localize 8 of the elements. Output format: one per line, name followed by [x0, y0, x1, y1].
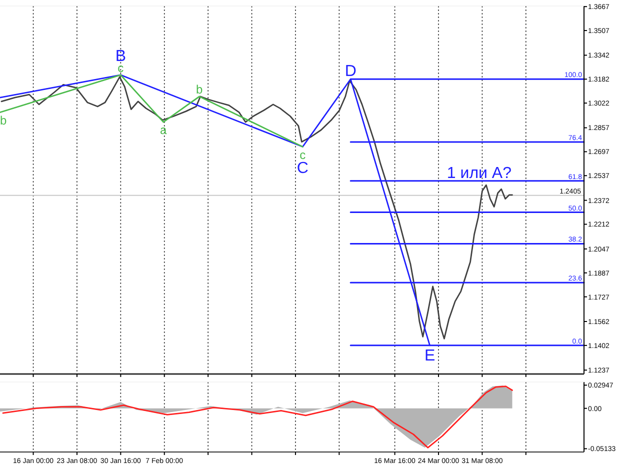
- annotation: E: [424, 347, 436, 364]
- annotation: b: [0, 113, 7, 128]
- annotation: C: [296, 160, 308, 177]
- annotation: a: [160, 123, 168, 138]
- annotation: D: [344, 63, 356, 80]
- annotation: b: [196, 82, 204, 97]
- annotation: 1 или A?: [446, 164, 512, 182]
- annotation: c: [300, 148, 306, 162]
